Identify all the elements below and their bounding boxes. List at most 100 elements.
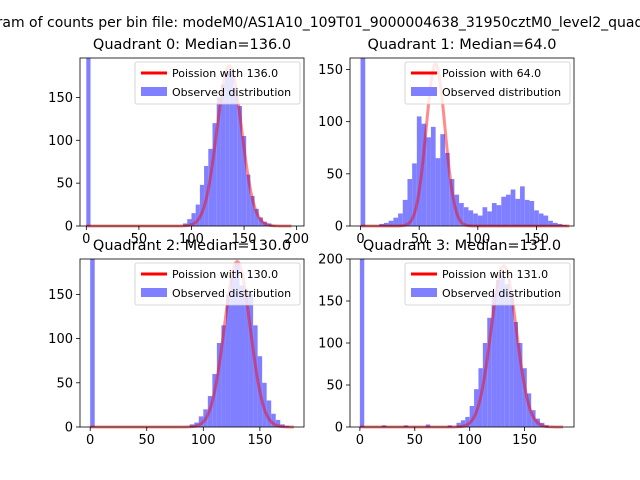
legend-patch-swatch: [141, 87, 167, 96]
histogram-bar: [412, 163, 417, 226]
x-tick-label: 0: [82, 232, 90, 247]
histogram-bar: [204, 166, 209, 226]
histogram-bar: [518, 343, 523, 427]
histogram-bar: [284, 426, 290, 427]
x-tick-label: 0: [356, 232, 364, 247]
x-tick-label: 100: [179, 232, 204, 247]
histogram-bar: [208, 148, 213, 226]
x-tick-label: 150: [247, 433, 272, 448]
histogram-bars: [90, 259, 290, 427]
histogram-bar: [469, 406, 475, 427]
quadrant-title: Quadrant 3: Median=131.0: [363, 238, 561, 254]
histogram-bar: [447, 425, 453, 427]
histogram-bar: [534, 210, 539, 226]
x-tick-label: 50: [138, 433, 155, 448]
y-tick-label: 100: [48, 134, 73, 149]
histogram-bar: [522, 368, 527, 427]
histogram-bar: [403, 425, 409, 427]
histogram-bar: [233, 88, 238, 226]
histogram-bar: [449, 179, 455, 226]
histogram-bar: [426, 137, 431, 226]
x-tick-label: 100: [457, 433, 482, 448]
quadrant-title: Quadrant 2: Median=130.0: [93, 238, 291, 254]
histogram-bar: [216, 97, 221, 226]
legend: Poission with 130.0 Observed distribution: [134, 262, 301, 306]
x-tick-label: 100: [465, 232, 490, 247]
legend-label-poisson: Poission with 64.0: [442, 67, 541, 80]
histogram-bar: [207, 396, 213, 427]
legend-box: [404, 61, 571, 105]
histogram-bar: [482, 207, 488, 226]
histogram-bar: [195, 204, 200, 226]
histogram-bar: [416, 116, 422, 226]
x-tick-label: 0: [356, 433, 364, 448]
y-tick-label: 100: [48, 332, 73, 347]
histogram-bar: [468, 210, 474, 226]
histogram-bar: [398, 213, 403, 226]
quadrant-title: Quadrant 0: Median=136.0: [93, 37, 291, 53]
y-tick-label: 150: [318, 295, 343, 310]
legend-box: [404, 262, 571, 306]
histogram-bar: [189, 424, 195, 427]
legend-label-observed: Observed distribution: [442, 86, 561, 99]
histogram-bar: [491, 203, 497, 226]
histogram-bar: [454, 194, 460, 226]
histogram-bar: [496, 280, 501, 427]
histogram-bar: [407, 179, 413, 226]
histogram-bar: [430, 126, 436, 226]
histogram-bar: [203, 409, 208, 427]
histogram-bar: [258, 217, 263, 226]
x-tick-label: 50: [131, 232, 148, 247]
legend-patch-swatch: [141, 288, 167, 297]
histogram-bar: [435, 158, 441, 226]
legend-label-observed: Observed distribution: [172, 287, 291, 300]
histogram-bar: [239, 285, 245, 427]
histogram-bar: [478, 368, 483, 427]
y-tick-label: 150: [48, 91, 73, 106]
histogram-bar: [526, 393, 532, 427]
histogram-bar: [253, 325, 258, 427]
legend: Poission with 136.0 Observed distribution: [134, 61, 301, 105]
histogram-bar: [212, 373, 217, 427]
histogram-bar: [535, 418, 540, 427]
quadrant-3-axes: 0 50 100 150 0 50 100 150 200 Quadrant 3: Median=…: [318, 238, 575, 448]
histogram-bar: [474, 389, 479, 427]
histogram-bars: [86, 58, 276, 226]
histogram-bar: [248, 294, 254, 427]
histogram-bar: [425, 424, 431, 427]
histogram-bar: [456, 422, 461, 427]
histogram-bar: [562, 224, 567, 226]
y-tick-label: 150: [318, 63, 343, 78]
histogram-bar: [229, 70, 234, 226]
histogram-bar: [463, 207, 469, 226]
histogram-bar: [266, 400, 272, 427]
histogram-bar: [262, 382, 267, 427]
histogram-bar: [221, 325, 226, 427]
y-tick-label: 0: [335, 220, 343, 235]
histogram-bar: [199, 184, 205, 226]
histogram-bar: [379, 223, 385, 226]
histogram-bar: [487, 211, 492, 226]
histogram-bar: [246, 174, 251, 226]
histogram-bar: [531, 410, 536, 427]
histogram-bar: [241, 136, 247, 226]
histogram-bar: [183, 223, 188, 226]
x-tick-label: 150: [232, 232, 257, 247]
histogram-bar: [271, 225, 276, 226]
histogram-bar: [496, 205, 502, 226]
legend-box: [134, 61, 301, 105]
histogram-bars: [359, 259, 549, 427]
histogram-bar: [513, 322, 518, 427]
histogram-bar: [212, 123, 217, 226]
histogram-bar: [504, 284, 510, 427]
histogram-bar: [515, 198, 521, 226]
y-tick-label: 0: [65, 220, 73, 235]
histogram-bar: [543, 215, 549, 226]
histogram-bar: [275, 419, 281, 427]
histogram-bar: [225, 71, 230, 226]
x-tick-label: 200: [284, 232, 309, 247]
y-tick-label: 0: [65, 421, 73, 436]
legend-label-observed: Observed distribution: [172, 86, 291, 99]
axes-frame: [79, 57, 305, 227]
y-tick-label: 150: [48, 288, 73, 303]
